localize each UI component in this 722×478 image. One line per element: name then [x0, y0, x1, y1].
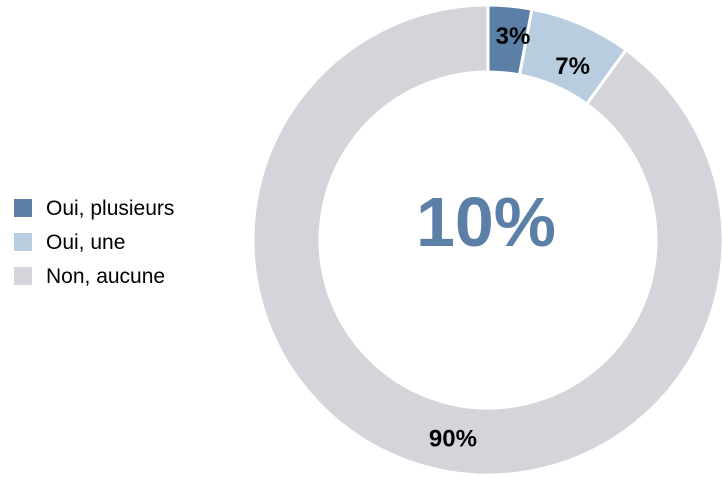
legend-label: Oui, une — [46, 230, 126, 254]
legend-label: Oui, plusieurs — [46, 196, 175, 220]
legend-swatch — [14, 267, 32, 285]
legend-swatch — [14, 233, 32, 251]
legend-swatch — [14, 199, 32, 217]
slice-label-oui-une: 7% — [555, 53, 590, 80]
legend-item-oui-une: Oui, une — [14, 225, 174, 259]
slice-label-oui-plusieurs: 3% — [496, 23, 531, 50]
legend-item-non-aucune: Non, aucune — [14, 259, 174, 293]
legend-label: Non, aucune — [46, 264, 166, 288]
slice-label-non-aucune: 90% — [429, 425, 477, 452]
center-label: 10% — [416, 183, 556, 261]
slice-non-aucune — [251, 3, 722, 477]
legend: Oui, plusieurs Oui, une Non, aucune — [14, 191, 174, 293]
legend-item-oui-plusieurs: Oui, plusieurs — [14, 191, 174, 225]
